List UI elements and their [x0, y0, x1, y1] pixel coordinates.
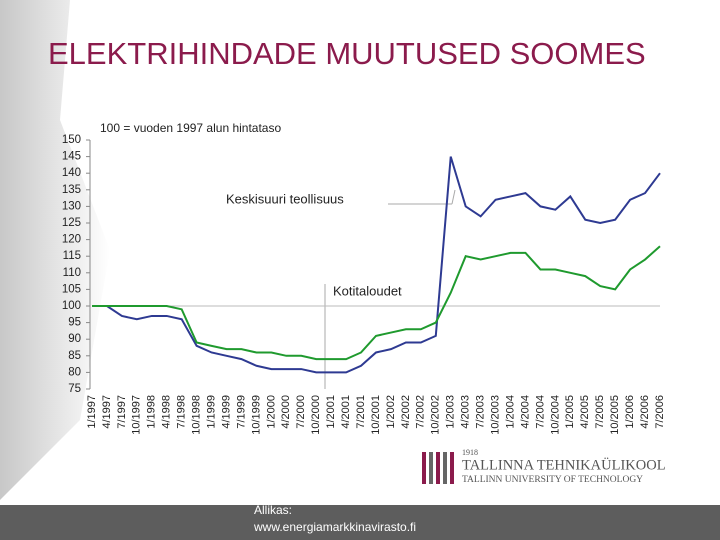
y-tick-label: 125	[62, 217, 81, 229]
x-tick-label: 4/2004	[519, 395, 531, 429]
x-tick-label: 7/1997	[116, 395, 128, 429]
x-tick-label: 10/2003	[489, 395, 501, 435]
x-tick-label: 7/2002	[415, 395, 427, 429]
x-tick-label: 4/1998	[161, 395, 173, 429]
x-tick-label: 4/2002	[400, 395, 412, 429]
x-tick-label: 7/2000	[295, 395, 307, 429]
x-tick-label: 10/1998	[191, 395, 203, 435]
source-label: Allikas:	[254, 503, 292, 517]
x-tick-label: 4/2000	[280, 395, 292, 429]
y-tick-label: 145	[62, 151, 81, 163]
logo-bar	[450, 452, 454, 484]
x-tick-label: 1/2004	[504, 395, 516, 429]
x-tick-label: 10/2005	[609, 395, 621, 435]
y-tick-label: 120	[62, 234, 81, 246]
plot: 75 80 85 90 95 100 105 110 115 120 125 130 135 140 145…	[62, 134, 666, 435]
x-tick-label: 4/1999	[220, 395, 232, 429]
logo-name: TALLINNA TEHNIKAÜLIKOOL	[462, 456, 666, 473]
y-tick-label: 115	[63, 250, 81, 262]
logo: 1918 TALLINNA TEHNIKAÜLIKOOL TALLINN UNI…	[422, 448, 666, 485]
x-tick-label: 4/2001	[340, 395, 352, 429]
x-tick-label: 1/2002	[385, 395, 397, 429]
annotation: Kotitaloudet	[333, 283, 402, 298]
y-tick-label: 90	[68, 333, 81, 345]
y-tick-label: 150	[62, 134, 81, 146]
y-tick-label: 100	[62, 300, 81, 312]
logo-name-en: TALLINN UNIVERSITY OF TECHNOLOGY	[462, 475, 643, 485]
x-tick-label: 1/1998	[146, 395, 158, 429]
x-tick-label: 10/2002	[430, 395, 442, 435]
logo-bar	[429, 452, 433, 484]
x-tick-label: 7/1999	[235, 395, 247, 429]
y-tick-label: 85	[68, 350, 81, 362]
footer-bar	[0, 505, 720, 540]
x-tick-label: 4/2005	[579, 395, 591, 429]
logo-bar	[443, 452, 447, 484]
x-tick-label: 1/2000	[265, 395, 277, 429]
x-tick-label: 7/2001	[355, 395, 367, 429]
series-line	[92, 156, 661, 374]
x-tick-label: 4/2006	[639, 395, 651, 429]
y-tick-label: 95	[68, 317, 81, 329]
x-tick-label: 1/2003	[445, 395, 457, 429]
y-tick-label: 140	[62, 167, 81, 179]
y-tick-label: 130	[62, 200, 81, 212]
y-tick-label: 110	[63, 267, 81, 279]
x-tick-label: 10/2000	[310, 395, 322, 435]
y-tick-label: 80	[68, 366, 81, 378]
source-url: www.energiamarkkinavirasto.fi	[253, 520, 416, 534]
x-tick-label: 1/2006	[624, 395, 636, 429]
x-tick-label: 10/2004	[549, 395, 561, 435]
x-tick-label: 10/2001	[370, 395, 382, 435]
x-tick-label: 10/1997	[131, 395, 143, 435]
logo-bar	[422, 452, 426, 484]
x-tick-label: 1/1997	[86, 395, 98, 429]
texture	[0, 0, 110, 500]
x-tick-label: 7/2006	[654, 395, 666, 429]
chart-subtitle: 100 = vuoden 1997 alun hintataso	[100, 121, 281, 135]
slide-title: ELEKTRIHINDADE MUUTUSED SOOMES	[48, 36, 646, 71]
y-tick-label: 135	[62, 184, 81, 196]
x-tick-label: 7/2004	[534, 395, 546, 429]
x-tick-label: 7/2005	[594, 395, 606, 429]
x-tick-label: 7/1998	[176, 395, 188, 429]
x-tick-label: 4/2003	[460, 395, 472, 429]
series-line	[92, 245, 661, 361]
leader-line	[451, 189, 456, 205]
x-tick-label: 1/1999	[205, 395, 217, 429]
y-tick-label: 75	[68, 383, 81, 395]
x-tick-label: 7/2003	[475, 395, 487, 429]
x-tick-label: 10/1999	[250, 395, 262, 435]
y-tick-label: 105	[62, 283, 81, 295]
x-tick-label: 4/1997	[101, 395, 113, 429]
annotation: Keskisuuri teollisuus	[226, 191, 344, 206]
logo-year: 1918	[462, 448, 478, 457]
logo-bar	[436, 452, 440, 484]
x-tick-label: 1/2005	[564, 395, 576, 429]
x-tick-label: 1/2001	[325, 395, 337, 429]
